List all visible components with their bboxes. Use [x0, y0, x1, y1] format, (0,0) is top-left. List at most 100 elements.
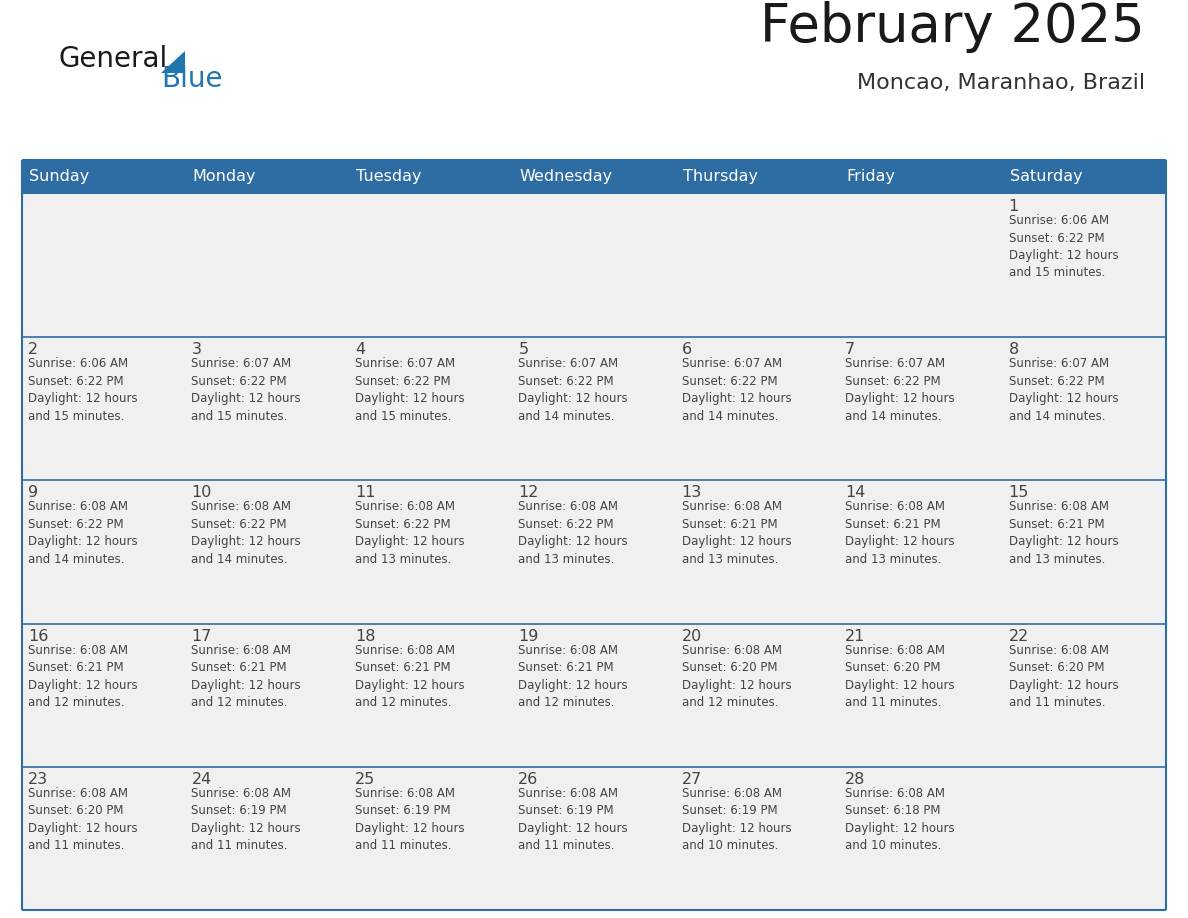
Bar [676, 480, 839, 623]
Text: 11: 11 [355, 486, 375, 500]
Bar [349, 767, 512, 910]
Bar [512, 160, 676, 194]
Text: 10: 10 [191, 486, 211, 500]
Text: 3: 3 [191, 342, 202, 357]
Text: 1: 1 [1009, 199, 1019, 214]
Bar [839, 767, 1003, 910]
Bar [349, 160, 512, 194]
Text: Sunrise: 6:08 AM
Sunset: 6:19 PM
Daylight: 12 hours
and 10 minutes.: Sunrise: 6:08 AM Sunset: 6:19 PM Dayligh… [682, 787, 791, 852]
Bar [839, 337, 1003, 480]
Text: 27: 27 [682, 772, 702, 787]
Text: Sunrise: 6:07 AM
Sunset: 6:22 PM
Daylight: 12 hours
and 15 minutes.: Sunrise: 6:07 AM Sunset: 6:22 PM Dayligh… [355, 357, 465, 422]
Bar [23, 623, 185, 767]
Text: 7: 7 [845, 342, 855, 357]
Bar [349, 337, 512, 480]
Bar [1003, 337, 1165, 480]
Polygon shape [162, 51, 185, 73]
Text: Sunrise: 6:08 AM
Sunset: 6:22 PM
Daylight: 12 hours
and 13 minutes.: Sunrise: 6:08 AM Sunset: 6:22 PM Dayligh… [518, 500, 628, 565]
Text: 21: 21 [845, 629, 866, 644]
Text: Sunrise: 6:08 AM
Sunset: 6:21 PM
Daylight: 12 hours
and 12 minutes.: Sunrise: 6:08 AM Sunset: 6:21 PM Dayligh… [518, 644, 628, 709]
Text: General: General [58, 45, 168, 73]
Text: Sunrise: 6:07 AM
Sunset: 6:22 PM
Daylight: 12 hours
and 14 minutes.: Sunrise: 6:07 AM Sunset: 6:22 PM Dayligh… [845, 357, 955, 422]
Bar [185, 623, 349, 767]
Text: 18: 18 [355, 629, 375, 644]
Text: 16: 16 [29, 629, 49, 644]
Text: 23: 23 [29, 772, 49, 787]
Bar [349, 480, 512, 623]
Text: Tuesday: Tuesday [356, 170, 422, 185]
Text: 26: 26 [518, 772, 538, 787]
Bar [1003, 194, 1165, 337]
Text: 6: 6 [682, 342, 691, 357]
Text: Sunrise: 6:08 AM
Sunset: 6:20 PM
Daylight: 12 hours
and 11 minutes.: Sunrise: 6:08 AM Sunset: 6:20 PM Dayligh… [29, 787, 138, 852]
Bar [185, 194, 349, 337]
Bar [676, 337, 839, 480]
Text: Monday: Monday [192, 170, 255, 185]
Text: Sunrise: 6:06 AM
Sunset: 6:22 PM
Daylight: 12 hours
and 15 minutes.: Sunrise: 6:06 AM Sunset: 6:22 PM Dayligh… [1009, 214, 1118, 279]
Bar [1003, 160, 1165, 194]
Bar [676, 194, 839, 337]
Text: 25: 25 [355, 772, 375, 787]
Text: 2: 2 [29, 342, 38, 357]
Text: Sunrise: 6:08 AM
Sunset: 6:20 PM
Daylight: 12 hours
and 11 minutes.: Sunrise: 6:08 AM Sunset: 6:20 PM Dayligh… [845, 644, 955, 709]
Bar [676, 767, 839, 910]
Text: Sunrise: 6:08 AM
Sunset: 6:21 PM
Daylight: 12 hours
and 13 minutes.: Sunrise: 6:08 AM Sunset: 6:21 PM Dayligh… [845, 500, 955, 565]
Text: Moncao, Maranhao, Brazil: Moncao, Maranhao, Brazil [857, 73, 1145, 93]
Text: Sunrise: 6:08 AM
Sunset: 6:21 PM
Daylight: 12 hours
and 13 minutes.: Sunrise: 6:08 AM Sunset: 6:21 PM Dayligh… [682, 500, 791, 565]
Text: Wednesday: Wednesday [519, 170, 612, 185]
Text: 9: 9 [29, 486, 38, 500]
Text: Sunrise: 6:08 AM
Sunset: 6:19 PM
Daylight: 12 hours
and 11 minutes.: Sunrise: 6:08 AM Sunset: 6:19 PM Dayligh… [518, 787, 628, 852]
Text: Sunrise: 6:07 AM
Sunset: 6:22 PM
Daylight: 12 hours
and 14 minutes.: Sunrise: 6:07 AM Sunset: 6:22 PM Dayligh… [518, 357, 628, 422]
Bar [23, 337, 185, 480]
Text: 4: 4 [355, 342, 365, 357]
Text: Sunrise: 6:08 AM
Sunset: 6:21 PM
Daylight: 12 hours
and 12 minutes.: Sunrise: 6:08 AM Sunset: 6:21 PM Dayligh… [191, 644, 301, 709]
Text: Sunrise: 6:07 AM
Sunset: 6:22 PM
Daylight: 12 hours
and 14 minutes.: Sunrise: 6:07 AM Sunset: 6:22 PM Dayligh… [1009, 357, 1118, 422]
Bar [23, 160, 185, 194]
Text: Sunrise: 6:08 AM
Sunset: 6:20 PM
Daylight: 12 hours
and 12 minutes.: Sunrise: 6:08 AM Sunset: 6:20 PM Dayligh… [682, 644, 791, 709]
Text: Sunrise: 6:08 AM
Sunset: 6:21 PM
Daylight: 12 hours
and 12 minutes.: Sunrise: 6:08 AM Sunset: 6:21 PM Dayligh… [355, 644, 465, 709]
Bar [839, 480, 1003, 623]
Text: Sunrise: 6:06 AM
Sunset: 6:22 PM
Daylight: 12 hours
and 15 minutes.: Sunrise: 6:06 AM Sunset: 6:22 PM Dayligh… [29, 357, 138, 422]
Text: Sunrise: 6:08 AM
Sunset: 6:22 PM
Daylight: 12 hours
and 14 minutes.: Sunrise: 6:08 AM Sunset: 6:22 PM Dayligh… [29, 500, 138, 565]
Text: Sunrise: 6:08 AM
Sunset: 6:21 PM
Daylight: 12 hours
and 13 minutes.: Sunrise: 6:08 AM Sunset: 6:21 PM Dayligh… [1009, 500, 1118, 565]
Text: Sunrise: 6:07 AM
Sunset: 6:22 PM
Daylight: 12 hours
and 15 minutes.: Sunrise: 6:07 AM Sunset: 6:22 PM Dayligh… [191, 357, 301, 422]
Text: Sunrise: 6:08 AM
Sunset: 6:19 PM
Daylight: 12 hours
and 11 minutes.: Sunrise: 6:08 AM Sunset: 6:19 PM Dayligh… [355, 787, 465, 852]
Bar [839, 160, 1003, 194]
Text: Sunrise: 6:08 AM
Sunset: 6:21 PM
Daylight: 12 hours
and 12 minutes.: Sunrise: 6:08 AM Sunset: 6:21 PM Dayligh… [29, 644, 138, 709]
Bar [349, 623, 512, 767]
Text: Sunrise: 6:08 AM
Sunset: 6:22 PM
Daylight: 12 hours
and 14 minutes.: Sunrise: 6:08 AM Sunset: 6:22 PM Dayligh… [191, 500, 301, 565]
Text: 28: 28 [845, 772, 866, 787]
Text: 5: 5 [518, 342, 529, 357]
Text: Sunrise: 6:08 AM
Sunset: 6:18 PM
Daylight: 12 hours
and 10 minutes.: Sunrise: 6:08 AM Sunset: 6:18 PM Dayligh… [845, 787, 955, 852]
Text: 24: 24 [191, 772, 211, 787]
Bar [1003, 623, 1165, 767]
Bar [185, 480, 349, 623]
Bar [23, 767, 185, 910]
Text: 13: 13 [682, 486, 702, 500]
Text: Sunrise: 6:07 AM
Sunset: 6:22 PM
Daylight: 12 hours
and 14 minutes.: Sunrise: 6:07 AM Sunset: 6:22 PM Dayligh… [682, 357, 791, 422]
Bar [512, 623, 676, 767]
Text: 20: 20 [682, 629, 702, 644]
Text: 12: 12 [518, 486, 538, 500]
Bar [185, 160, 349, 194]
Bar [23, 194, 185, 337]
Bar [512, 767, 676, 910]
Text: Friday: Friday [846, 170, 895, 185]
Text: 19: 19 [518, 629, 538, 644]
Text: Saturday: Saturday [1010, 170, 1082, 185]
Bar [839, 194, 1003, 337]
Bar [185, 767, 349, 910]
Text: 22: 22 [1009, 629, 1029, 644]
Text: 15: 15 [1009, 486, 1029, 500]
Text: Sunrise: 6:08 AM
Sunset: 6:20 PM
Daylight: 12 hours
and 11 minutes.: Sunrise: 6:08 AM Sunset: 6:20 PM Dayligh… [1009, 644, 1118, 709]
Text: Sunrise: 6:08 AM
Sunset: 6:22 PM
Daylight: 12 hours
and 13 minutes.: Sunrise: 6:08 AM Sunset: 6:22 PM Dayligh… [355, 500, 465, 565]
Text: Sunrise: 6:08 AM
Sunset: 6:19 PM
Daylight: 12 hours
and 11 minutes.: Sunrise: 6:08 AM Sunset: 6:19 PM Dayligh… [191, 787, 301, 852]
Bar [349, 194, 512, 337]
Bar [676, 623, 839, 767]
Text: 14: 14 [845, 486, 866, 500]
Bar [1003, 767, 1165, 910]
Bar [676, 160, 839, 194]
Text: February 2025: February 2025 [760, 1, 1145, 53]
Bar [512, 480, 676, 623]
Bar [839, 623, 1003, 767]
